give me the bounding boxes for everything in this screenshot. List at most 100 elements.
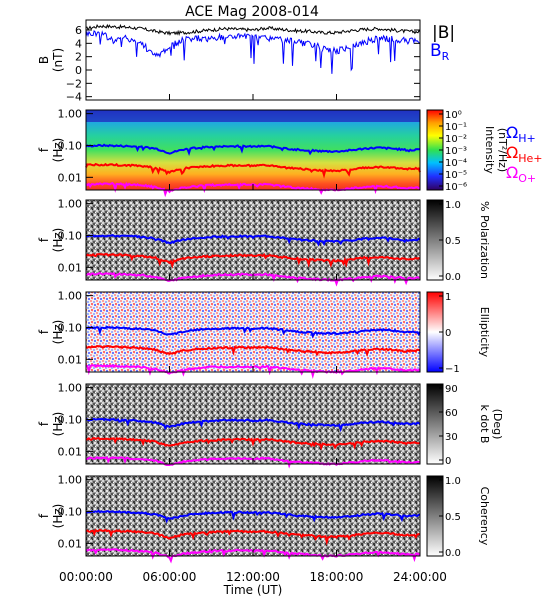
- colorbar-tick-label: 10⁻³: [445, 146, 467, 157]
- intensity-gyro-h-line: [85, 143, 421, 157]
- freq-ylabel-unit: (Hz): [51, 504, 65, 529]
- mag-tick-label: 0: [75, 64, 82, 77]
- colorbar-tick-label: 1.0: [445, 200, 461, 211]
- x-axis-ticks: 00:00:00 06:00:00 12:00:00 18:00:00 24:00:00: [59, 94, 447, 584]
- freq-ylabel: f: [37, 329, 51, 334]
- freq-tick-label: 0.10: [58, 321, 83, 334]
- ellipticity-panel: 1.00 0.10 0.01 f (Hz) 1 0 −1 Ellipticity: [37, 290, 491, 379]
- coherency-colorbar-label: Coherency: [478, 487, 491, 546]
- colorbar-tick-label: 0: [445, 328, 451, 339]
- polarization-gyro-he-line: [85, 252, 421, 269]
- coherency-spectrogram: [86, 476, 420, 556]
- colorbar-tick-label: 30: [445, 432, 458, 443]
- freq-ylabel: f: [37, 421, 51, 426]
- polarization-spectrogram: [86, 200, 420, 280]
- freq-ylabel-unit: (Hz): [51, 320, 65, 345]
- mag-ylabel: B: [37, 56, 51, 64]
- legend-b-total: |B|: [432, 23, 455, 43]
- ellipticity-gyro-he-line: [85, 344, 421, 357]
- kdotb-gyro-he-line: [85, 436, 421, 451]
- colorbar-tick-label: 1.0: [445, 476, 461, 487]
- polarization-gyro-h-line: [85, 234, 421, 247]
- freq-tick-label: 1.00: [58, 290, 83, 303]
- freq-tick-label: 0.10: [58, 139, 83, 152]
- freq-tick-label: 0.01: [58, 261, 83, 274]
- mag-ylabel-unit: (nT): [51, 48, 65, 72]
- freq-tick-label: 1.00: [58, 382, 83, 395]
- kdotb-gyro-h-line: [85, 417, 421, 433]
- mag-tick-label: 6: [75, 24, 82, 37]
- freq-tick-label: 0.10: [58, 505, 83, 518]
- mag-tick-label: 2: [75, 51, 82, 64]
- chart-title: ACE Mag 2008-014: [185, 4, 319, 20]
- freq-tick-label: 0.10: [58, 229, 83, 242]
- freq-tick-label: 0.10: [58, 413, 83, 426]
- colorbar-tick-label: 10⁻⁵: [445, 170, 467, 181]
- ellipticity-spectrogram: [86, 292, 420, 372]
- intensity-colorbar-label: Intensity: [483, 126, 496, 174]
- freq-tick-label: 0.01: [58, 171, 83, 184]
- freq-ylabel-unit: (Hz): [51, 412, 65, 437]
- freq-ylabel: f: [37, 147, 51, 152]
- intensity-spectrogram: [86, 110, 420, 190]
- x-tick-label: 18:00:00: [310, 570, 364, 584]
- x-tick-label: 06:00:00: [143, 570, 197, 584]
- colorbar-tick-label: 10⁻⁶: [445, 182, 467, 193]
- intensity-panel: 1.00 0.10 0.01 f (Hz) 10⁰10⁻¹10⁻²10⁻³10⁻⁴10⁻⁵…: [37, 108, 509, 198]
- intensity-colorbar-unit: (nT²/Hz): [496, 128, 509, 172]
- legend-gyro-o: ΩO+: [506, 163, 536, 185]
- coherency-gyro-he-line: [85, 528, 421, 546]
- mag-series-b-r: [85, 29, 421, 74]
- colorbar-tick-label: 90: [445, 384, 458, 395]
- freq-ylabel-unit: (Hz): [51, 228, 65, 253]
- freq-tick-label: 1.00: [58, 198, 83, 211]
- colorbar-tick-label: 0.5: [445, 236, 461, 247]
- freq-ylabel-unit: (Hz): [51, 138, 65, 163]
- polarization-panel: 1.00 0.10 0.01 f (Hz) 1.0 0.5 0.0 % Polarization: [37, 198, 491, 287]
- kdotb-colorbar-label: k dot B: [478, 405, 491, 444]
- colorbar-tick-label: 10⁻²: [445, 134, 467, 145]
- freq-tick-label: 0.01: [58, 353, 83, 366]
- coherency-gyro-h-line: [86, 509, 421, 524]
- freq-tick-label: 1.00: [58, 108, 83, 121]
- mag-plot-bg: [86, 20, 420, 100]
- colorbar-tick-label: 0.5: [445, 512, 461, 523]
- colorbar-tick-label: 10⁻⁴: [445, 158, 467, 169]
- polarization-colorbar-label: % Polarization: [478, 201, 491, 279]
- ellipticity-colorbar-label: Ellipticity: [478, 307, 491, 358]
- x-tick-label: 12:00:00: [226, 570, 280, 584]
- colorbar-tick-label: 0.0: [445, 272, 461, 283]
- freq-ylabel: f: [37, 513, 51, 518]
- colorbar-tick-label: 10⁻¹: [445, 122, 467, 133]
- freq-tick-label: 1.00: [58, 474, 83, 487]
- legend-gyro-h: ΩH+: [506, 123, 536, 145]
- spectrogram-panels: 1.000.100.01f (Hz)10⁰10⁻¹10⁻²10⁻³10⁻⁴10⁻⁵…: [37, 108, 509, 564]
- colorbar-tick-label: 0.0: [445, 548, 461, 559]
- freq-tick-label: 0.01: [58, 537, 83, 550]
- intensity-gyro-he-line: [85, 162, 421, 179]
- coherency-panel: 1.00 0.10 0.01 f (Hz) 1.0 0.5 0.0 Coherency: [37, 474, 491, 564]
- mag-tick-label: −2: [66, 77, 82, 90]
- ellipticity-gyro-h-line: [85, 325, 421, 339]
- colorbar-tick-label: 10⁰: [445, 110, 462, 121]
- intensity-high-freq-band: [86, 110, 420, 122]
- kdotb-spectrogram: [86, 384, 420, 464]
- mag-tick-label: 4: [75, 37, 82, 50]
- colorbar-tick-label: 60: [445, 408, 458, 419]
- x-tick-label: 00:00:00: [59, 570, 113, 584]
- mag-series-b-total: [85, 23, 421, 37]
- kdotb-colorbar: [426, 383, 444, 465]
- x-tick-label: 24:00:00: [393, 570, 447, 584]
- kdotb-colorbar-unit: (Deg): [491, 409, 504, 440]
- colorbar-tick-label: 0: [445, 456, 451, 467]
- gyro-legend: ΩH+ ΩHe+ ΩO+: [506, 123, 543, 185]
- legend-gyro-he: ΩHe+: [506, 143, 543, 165]
- freq-ylabel: f: [37, 237, 51, 242]
- x-axis-label: Time (UT): [223, 583, 283, 597]
- colorbar-tick-label: −1: [445, 364, 460, 375]
- legend-b-r: BR: [430, 41, 450, 63]
